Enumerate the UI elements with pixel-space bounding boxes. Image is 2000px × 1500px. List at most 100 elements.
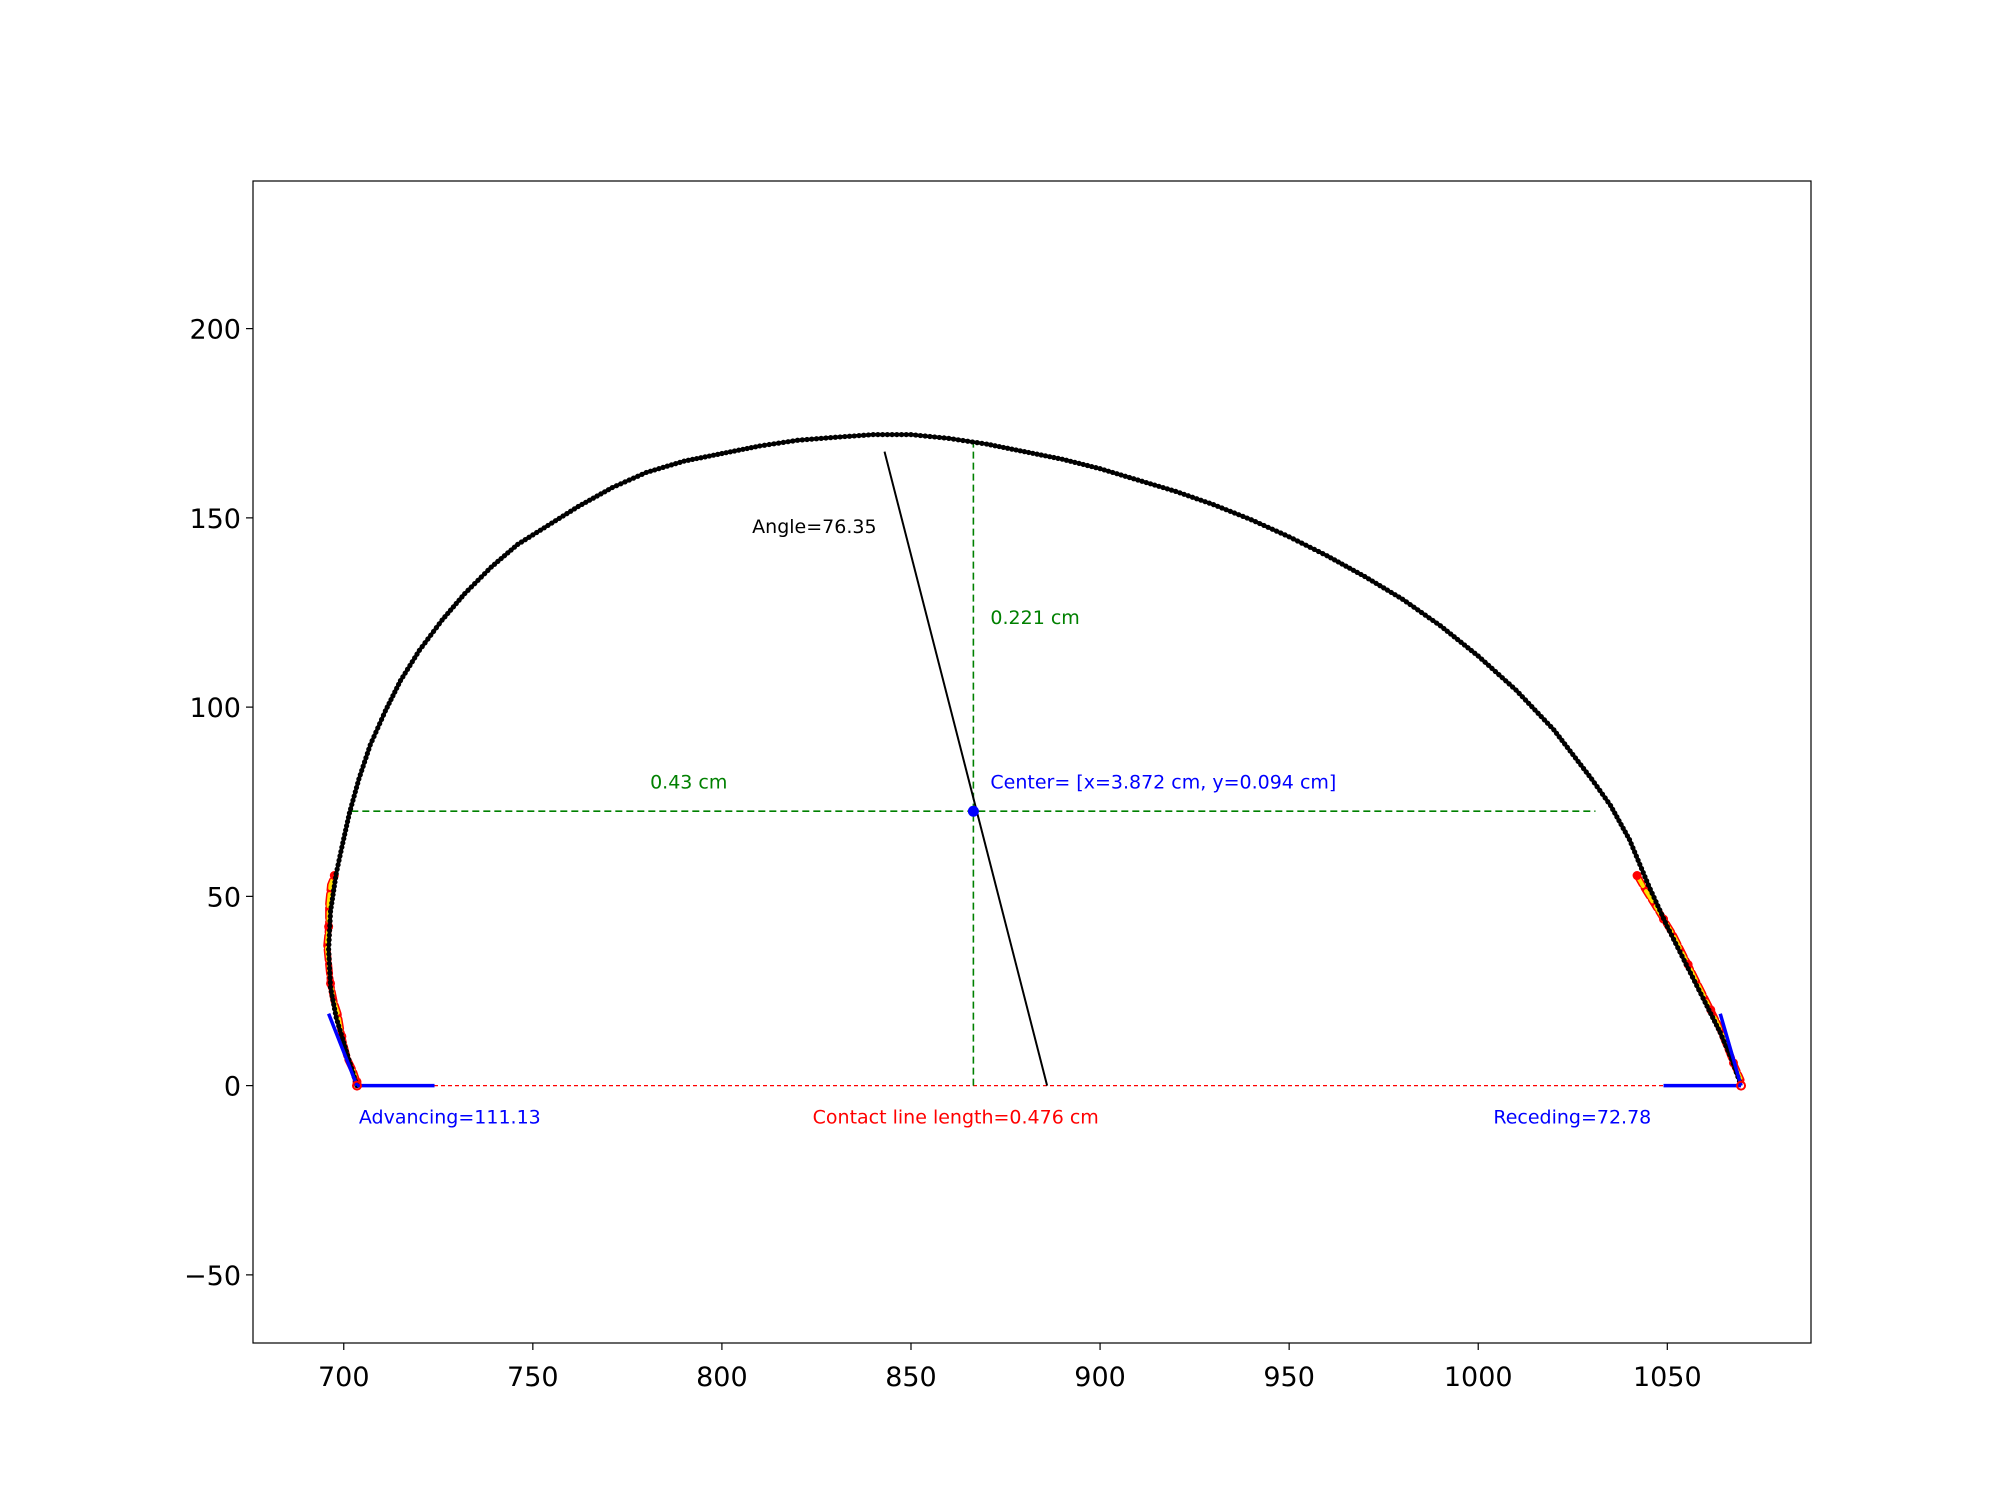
droplet-profile-point xyxy=(856,432,862,439)
droplet-profile-point xyxy=(380,712,387,718)
droplet-profile-point xyxy=(1553,730,1560,736)
droplet-profile-point xyxy=(485,567,491,573)
droplet-profile-point xyxy=(941,435,947,441)
droplet-profile-point xyxy=(1602,795,1608,801)
droplet-profile-point xyxy=(430,628,437,635)
droplet-profile-point xyxy=(1610,806,1616,812)
droplet-profile-point xyxy=(327,970,333,976)
droplet-profile-point xyxy=(1227,508,1233,514)
droplet-profile-point xyxy=(1657,907,1663,913)
droplet-profile-point xyxy=(356,776,362,782)
droplet-profile-point xyxy=(706,453,712,459)
droplet-profile-point xyxy=(979,440,985,446)
droplet-profile-point xyxy=(870,431,876,438)
droplet-profile-point xyxy=(549,520,555,526)
droplet-profile-point xyxy=(771,441,777,447)
droplet-profile-point xyxy=(689,456,696,463)
droplet-profile-point xyxy=(378,716,385,723)
droplet-profile-point xyxy=(1358,571,1364,578)
droplet-profile-point xyxy=(1662,919,1669,926)
droplet-profile-point xyxy=(969,439,976,445)
droplet-profile-point xyxy=(1347,565,1353,571)
droplet-profile-point xyxy=(1185,493,1191,499)
x-tick-label: 800 xyxy=(696,1362,748,1393)
droplet-profile-point xyxy=(1635,857,1641,863)
receding-tangent xyxy=(1718,1013,1743,1087)
droplet-profile-point xyxy=(1580,765,1587,772)
droplet-profile-point xyxy=(331,1001,337,1008)
droplet-profile-point xyxy=(1231,510,1238,516)
droplet-profile-point xyxy=(1683,961,1689,968)
droplet-profile-point xyxy=(609,484,615,491)
droplet-profile-point xyxy=(1637,861,1643,867)
advancing-tangent xyxy=(327,1013,359,1087)
droplet-profile-point xyxy=(1589,776,1595,782)
droplet-profile-point xyxy=(1418,609,1425,616)
droplet-profile-point xyxy=(1377,583,1383,589)
droplet-profile-point xyxy=(1526,700,1532,706)
droplet-profile-point xyxy=(327,918,333,924)
droplet-profile-point xyxy=(1042,453,1049,459)
droplet-profile-point xyxy=(586,497,593,503)
droplet-profile-point xyxy=(330,997,336,1003)
droplet-profile-point xyxy=(1694,982,1700,989)
droplet-profile-point xyxy=(1030,450,1036,456)
droplet-profile-point xyxy=(327,923,333,929)
droplet-profile-point xyxy=(1485,662,1492,668)
droplet-profile-point xyxy=(1152,482,1158,488)
droplet-profile-point xyxy=(1315,548,1322,555)
droplet-profile-point xyxy=(1685,966,1691,972)
droplet-profile-point xyxy=(326,932,332,938)
plot-frame xyxy=(252,180,1812,1344)
droplet-profile-point xyxy=(1535,710,1541,716)
droplet-profile-point xyxy=(865,432,872,438)
droplet-profile-point xyxy=(1666,928,1673,934)
droplet-profile-point xyxy=(917,432,924,439)
droplet-profile-point xyxy=(809,436,815,442)
droplet-profile-point xyxy=(1252,519,1259,525)
droplet-profile-point xyxy=(433,625,440,631)
droplet-profile-point xyxy=(740,446,746,452)
droplet-profile-point xyxy=(1503,678,1509,684)
droplet-profile-point xyxy=(343,827,349,833)
droplet-profile-point xyxy=(1068,458,1074,464)
droplet-profile-point xyxy=(1324,553,1330,559)
droplet-profile-point xyxy=(1290,536,1296,542)
droplet-profile-point xyxy=(1034,451,1040,457)
droplet-profile-point xyxy=(1244,515,1250,521)
droplet-profile-point xyxy=(1396,594,1402,600)
height-label: 0.221 cm xyxy=(990,607,1079,629)
droplet-profile-point xyxy=(1156,483,1162,489)
droplet-profile-point xyxy=(1089,463,1095,470)
droplet-profile-point xyxy=(1339,561,1345,567)
droplet-profile-point xyxy=(367,742,373,748)
droplet-profile-point xyxy=(359,767,365,774)
droplet-profile-point xyxy=(1698,991,1704,997)
droplet-profile-point xyxy=(568,508,574,514)
droplet-profile-point xyxy=(353,784,360,791)
droplet-profile-point xyxy=(1373,580,1379,586)
droplet-profile-point xyxy=(1689,974,1696,980)
droplet-profile-point xyxy=(331,1006,338,1012)
droplet-profile-point xyxy=(894,431,900,438)
droplet-profile-point xyxy=(541,525,547,531)
droplet-profile-point xyxy=(851,433,857,439)
droplet-profile-point xyxy=(333,1014,339,1021)
droplet-profile-point xyxy=(1265,524,1271,530)
droplet-profile-point xyxy=(1202,499,1208,505)
droplet-profile-point xyxy=(1369,578,1375,584)
droplet-profile-point xyxy=(1541,717,1548,723)
droplet-profile-point xyxy=(1415,607,1421,613)
droplet-profile-point xyxy=(1664,924,1670,930)
receding-contact-point xyxy=(1736,1080,1747,1091)
droplet-profile-point xyxy=(647,468,654,474)
droplet-profile-point xyxy=(1660,915,1667,921)
droplet-profile-point xyxy=(1248,517,1254,523)
droplet-profile-point xyxy=(462,590,468,597)
droplet-profile-point xyxy=(348,806,354,812)
droplet-profile-point xyxy=(1101,467,1107,473)
droplet-profile-point xyxy=(1331,557,1338,563)
droplet-profile-point xyxy=(377,721,383,727)
droplet-profile-point xyxy=(875,431,881,438)
droplet-profile-point xyxy=(329,993,335,999)
